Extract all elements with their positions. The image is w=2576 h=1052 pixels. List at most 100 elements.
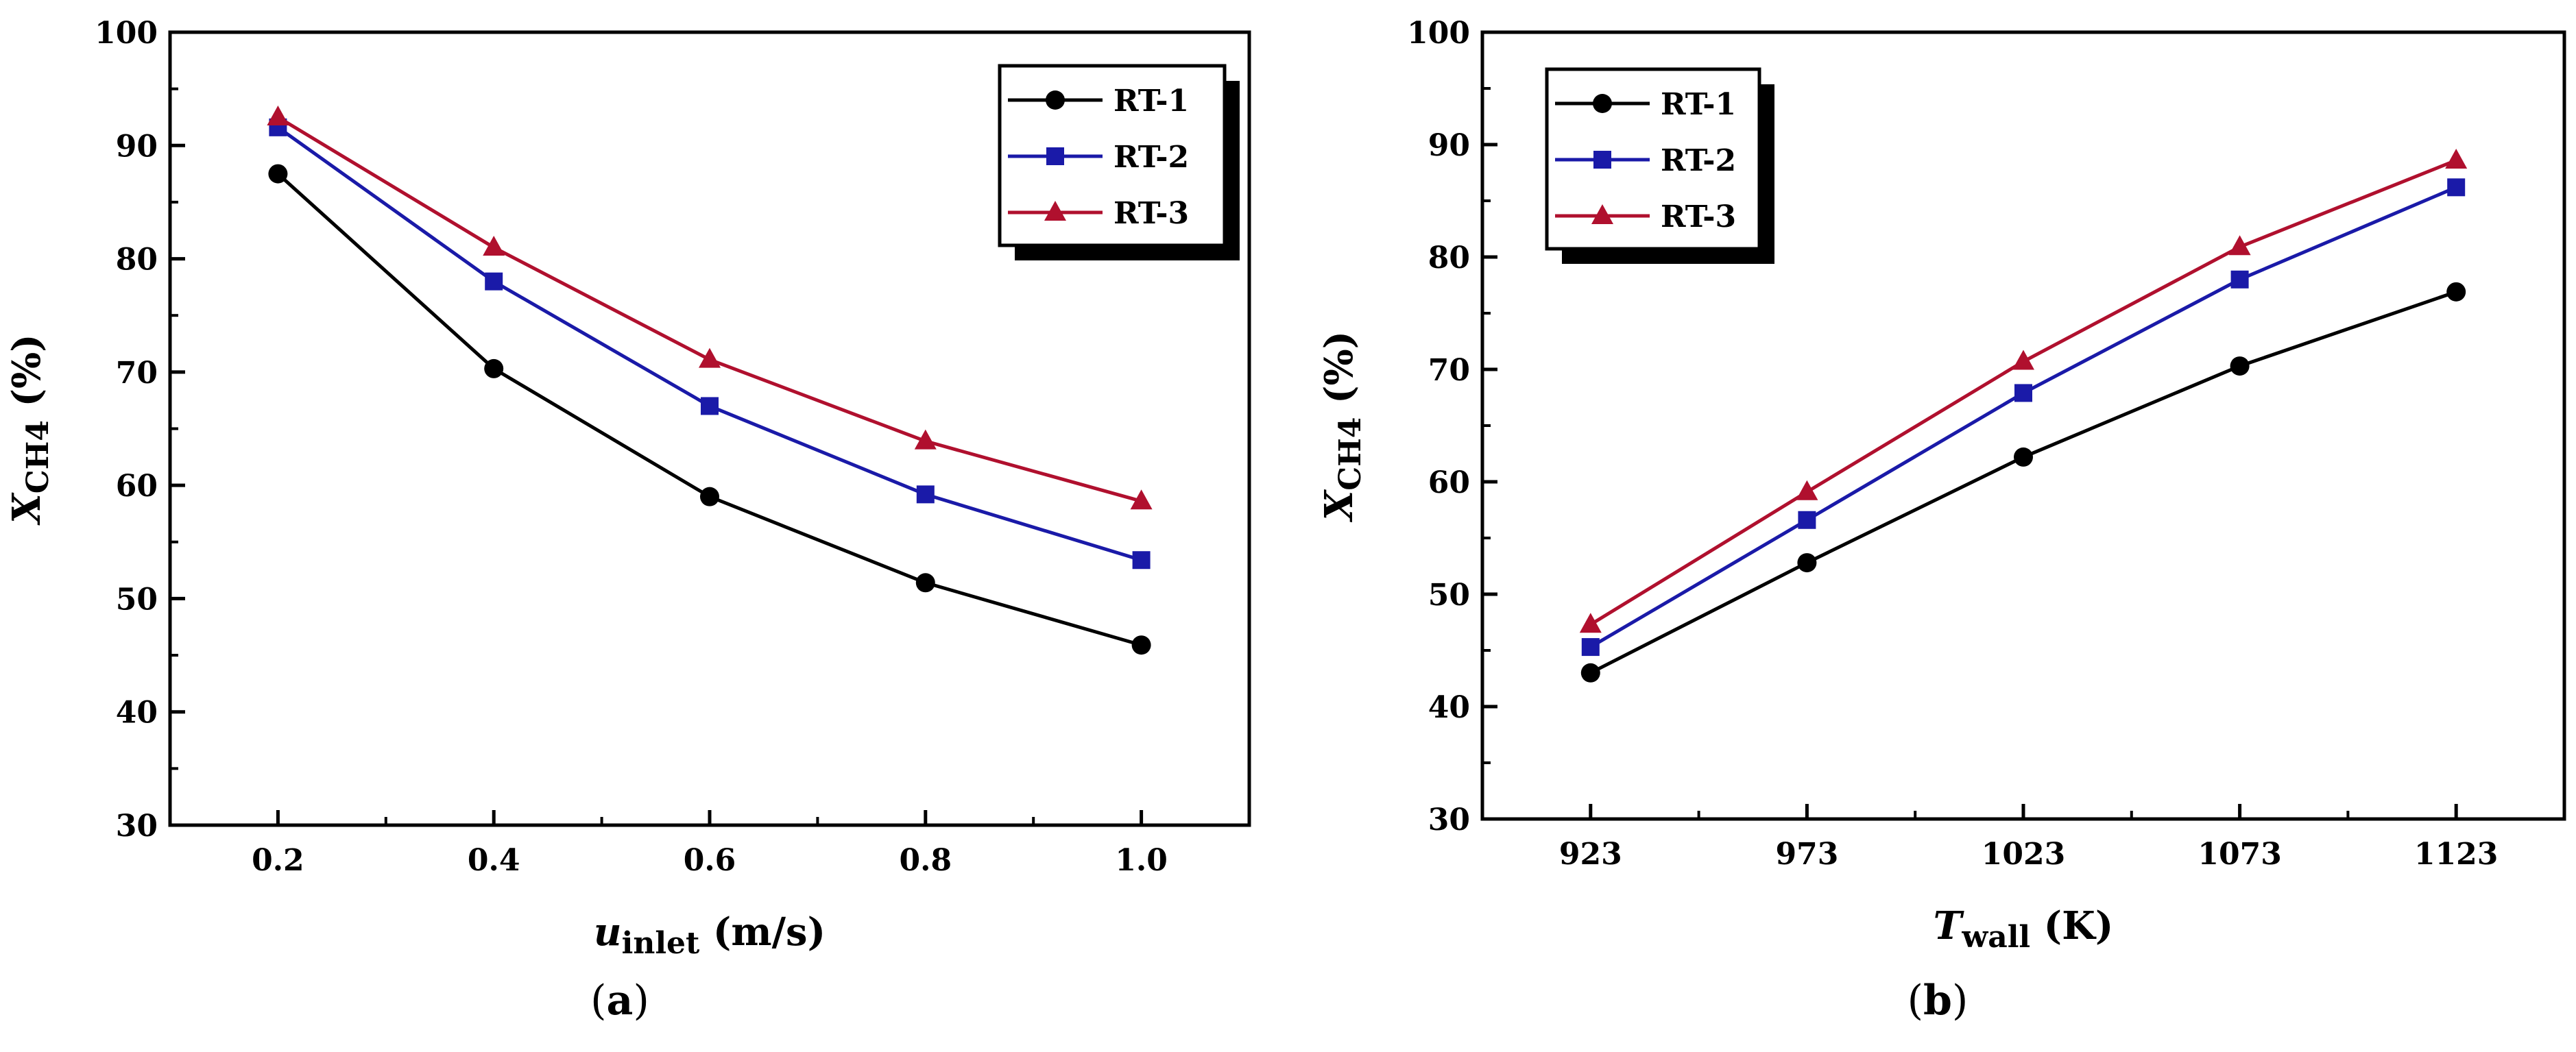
legend: RT-1 RT-2 RT-3 bbox=[1545, 67, 1774, 264]
legend-label: RT-1 bbox=[1661, 87, 1736, 122]
legend-label: RT-2 bbox=[1114, 140, 1189, 175]
legend-marker bbox=[1046, 147, 1064, 165]
data-point bbox=[484, 358, 504, 378]
legend-marker bbox=[1593, 151, 1611, 169]
y-tick-label: 40 bbox=[116, 696, 158, 731]
data-point bbox=[268, 164, 288, 184]
x-axis-title: Twall (K) bbox=[1934, 903, 2114, 955]
legend-label: RT-1 bbox=[1114, 84, 1189, 119]
data-point bbox=[1580, 663, 1600, 683]
data-point bbox=[2445, 148, 2468, 169]
data-point bbox=[2014, 384, 2032, 402]
x-axis-subscript: wall bbox=[1961, 920, 2030, 955]
data-point bbox=[2446, 282, 2466, 302]
y-tick-label: 50 bbox=[1428, 578, 1470, 613]
data-point bbox=[2012, 350, 2034, 370]
data-point bbox=[1796, 480, 1818, 500]
y-tick-label: 80 bbox=[1428, 241, 1470, 276]
legend-label: RT-2 bbox=[1661, 143, 1736, 178]
legend-label: RT-3 bbox=[1114, 196, 1189, 231]
x-tick-label: 923 bbox=[1559, 837, 1622, 872]
data-point bbox=[916, 485, 935, 504]
x-axis-unit: (m/s) bbox=[699, 909, 826, 955]
y-axis-subscript: CH4 bbox=[1333, 417, 1368, 491]
y-tick-label: 60 bbox=[116, 469, 158, 504]
data-point bbox=[2447, 178, 2466, 197]
data-point bbox=[483, 236, 505, 256]
data-point bbox=[700, 487, 719, 506]
y-axis-unit: (%) bbox=[4, 334, 49, 420]
x-tick-label: 0.2 bbox=[252, 843, 304, 878]
y-axis-symbol: X bbox=[4, 492, 49, 526]
data-point bbox=[1132, 551, 1151, 570]
data-point bbox=[1130, 489, 1153, 510]
y-tick-label: 40 bbox=[1428, 690, 1470, 725]
panel-label-letter: b bbox=[1923, 977, 1952, 1025]
panel-label-close: ) bbox=[633, 977, 649, 1025]
panel-label: (b) bbox=[1907, 977, 1969, 1025]
legend: RT-1 RT-2 RT-3 bbox=[998, 64, 1240, 260]
y-tick-label: 50 bbox=[116, 582, 158, 617]
y-axis-title: XCH4 (%) bbox=[1316, 331, 1368, 522]
data-point bbox=[2014, 447, 2033, 467]
x-axis-symbol: T bbox=[1934, 903, 1965, 949]
y-axis-subscript: CH4 bbox=[21, 420, 56, 493]
x-axis-unit: (K) bbox=[2030, 903, 2113, 949]
data-point bbox=[1581, 638, 1600, 657]
data-point bbox=[2228, 235, 2251, 256]
x-tick-label: 973 bbox=[1775, 837, 1838, 872]
legend-label: RT-3 bbox=[1661, 199, 1736, 234]
x-tick-label: 1123 bbox=[2414, 837, 2498, 872]
y-tick-label: 60 bbox=[1428, 465, 1470, 500]
y-tick-label: 30 bbox=[1428, 803, 1470, 837]
legend-marker bbox=[1044, 201, 1066, 221]
data-point bbox=[1798, 511, 1816, 529]
data-point bbox=[2230, 356, 2250, 376]
legend-marker bbox=[1593, 94, 1612, 113]
legend-marker bbox=[1591, 204, 1613, 224]
x-tick-label: 0.6 bbox=[684, 843, 736, 878]
data-point bbox=[1579, 613, 1602, 633]
series-rt-3 bbox=[1579, 148, 2468, 633]
x-axis-subscript: inlet bbox=[622, 926, 700, 961]
y-tick-label: 90 bbox=[116, 129, 158, 164]
panel-label: (a) bbox=[590, 977, 649, 1025]
y-tick-label: 70 bbox=[116, 356, 158, 391]
panel-label-open: ( bbox=[590, 977, 606, 1025]
y-axis-symbol: X bbox=[1316, 489, 1362, 522]
y-axis-unit: (%) bbox=[1316, 331, 1362, 417]
panel-label-close: ) bbox=[1952, 977, 1968, 1025]
data-point bbox=[914, 429, 937, 450]
data-point bbox=[2230, 270, 2249, 289]
data-point bbox=[701, 397, 719, 415]
series-rt-1 bbox=[1580, 282, 2466, 683]
x-axis-symbol: u bbox=[594, 909, 622, 955]
y-tick-label: 90 bbox=[1428, 128, 1470, 163]
x-axis-title: uinlet (m/s) bbox=[594, 909, 826, 961]
x-tick-label: 0.4 bbox=[468, 843, 520, 878]
series-line bbox=[1589, 290, 2457, 675]
y-tick-label: 70 bbox=[1428, 353, 1470, 388]
data-point bbox=[1797, 553, 1817, 573]
y-tick-label: 30 bbox=[116, 809, 158, 844]
data-point bbox=[267, 105, 289, 125]
data-point bbox=[699, 347, 721, 368]
legend-marker bbox=[1046, 90, 1065, 110]
x-tick-label: 1023 bbox=[1982, 837, 2065, 872]
y-tick-label: 80 bbox=[116, 243, 158, 278]
data-point bbox=[485, 272, 503, 291]
panel-label-letter: a bbox=[607, 977, 634, 1025]
series-rt-2 bbox=[1581, 178, 2466, 657]
y-axis-title: XCH4 (%) bbox=[4, 334, 56, 525]
x-tick-label: 1073 bbox=[2198, 837, 2281, 872]
panel-label-open: ( bbox=[1907, 977, 1923, 1025]
chart-panel-a: 30 40 50 60 70 80 90 100 0.2 0.4 0.6 0.8 1.0 RT-1 RT-2… bbox=[4, 16, 1251, 1025]
data-point bbox=[1131, 635, 1151, 655]
y-tick-label: 100 bbox=[95, 16, 158, 51]
x-tick-label: 1.0 bbox=[1115, 843, 1168, 878]
y-tick-label: 100 bbox=[1407, 16, 1470, 51]
x-tick-label: 0.8 bbox=[900, 843, 952, 878]
series-rt-3 bbox=[267, 105, 1153, 510]
